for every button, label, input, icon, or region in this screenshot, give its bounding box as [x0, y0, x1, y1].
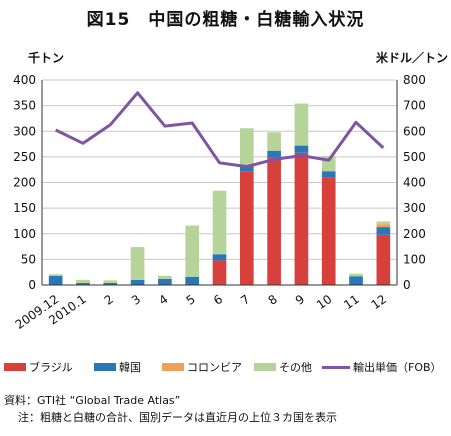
bar-3-5 — [185, 225, 200, 277]
bar-3-3 — [130, 247, 145, 280]
legend-label-colombia: コロンビア — [187, 361, 242, 374]
legend-item-fob: 輸出単価（FOB） — [322, 359, 442, 375]
chart-title: 図15 中国の粗糖・白糖輸入状況 — [86, 10, 365, 30]
footnote: 注：粗糖と白糖の合計、国別データは直近月の上位３カ国を表示 — [18, 411, 337, 424]
x-tick-2: 2 — [102, 292, 116, 308]
x-tick-3: 3 — [129, 292, 143, 308]
x-tick-5: 5 — [184, 292, 198, 308]
left-tick-3: 150 — [13, 201, 36, 215]
legend-label-other: その他 — [279, 361, 312, 374]
left-tick-2: 100 — [13, 227, 36, 241]
bar-1-7 — [239, 165, 254, 172]
axes — [41, 80, 398, 286]
bar-0-10 — [321, 177, 336, 285]
legend-label-fob: 輸出単価（FOB） — [353, 361, 442, 374]
left-tick-0: 0 — [28, 278, 36, 292]
right-tick-3: 300 — [403, 201, 426, 215]
price-line — [55, 91, 385, 169]
x-tick-4: 4 — [156, 292, 170, 308]
legend: ブラジル 韓国 コロンビア その他 輸出単価（FOB） — [4, 359, 451, 377]
bar-1-0 — [48, 275, 63, 285]
left-tick-1: 50 — [21, 252, 36, 266]
legend-swatch-fob — [322, 365, 350, 369]
bar-3-4 — [158, 275, 172, 279]
bar-1-10 — [321, 171, 336, 178]
right-tick-0: 0 — [403, 278, 411, 292]
bar-2-12 — [376, 224, 391, 228]
bar-1-3 — [130, 279, 145, 285]
left-tick-4: 200 — [13, 176, 36, 190]
left-tick-8: 400 — [13, 73, 36, 87]
right-tick-1: 100 — [403, 252, 426, 266]
legend-label-korea: 韓国 — [119, 361, 141, 374]
x-tick-7: 7 — [238, 292, 252, 308]
bar-3-12 — [376, 221, 391, 225]
x-tick-11: 11 — [341, 292, 362, 312]
legend-item-other: その他 — [254, 359, 312, 375]
x-tick-9: 9 — [293, 292, 307, 308]
legend-item-brazil: ブラジル — [4, 359, 73, 375]
bar-0-7 — [239, 171, 254, 285]
right-tick-8: 800 — [403, 73, 426, 87]
left-tick-6: 300 — [13, 124, 36, 138]
legend-swatch-brazil — [4, 363, 26, 371]
right-tick-labels: 0 100 200 300 400 500 600 700 800 — [403, 73, 426, 292]
bar-3-11 — [349, 273, 363, 277]
bar-1-5 — [185, 276, 200, 285]
price-polyline — [55, 91, 385, 169]
right-tick-7: 700 — [403, 99, 426, 113]
bar-3-1 — [76, 279, 90, 283]
left-tick-7: 350 — [13, 99, 36, 113]
right-axis-unit: 米ドル／トン — [376, 50, 448, 65]
x-tick-6: 6 — [211, 292, 225, 308]
bars — [48, 103, 391, 285]
left-tick-labels: 0 50 100 150 200 250 300 350 400 — [13, 73, 36, 292]
right-tick-6: 600 — [403, 124, 426, 138]
x-tick-8: 8 — [266, 292, 280, 308]
bar-0-9 — [294, 152, 309, 285]
legend-swatch-colombia — [162, 363, 184, 371]
left-axis-unit: 千トン — [28, 50, 64, 65]
source-note: 資料：GTI社 “Global Trade Atlas” — [4, 394, 181, 407]
right-tick-4: 400 — [403, 176, 426, 190]
left-tick-5: 250 — [13, 150, 36, 164]
bar-1-8 — [267, 150, 281, 158]
legend-item-korea: 韓国 — [94, 359, 141, 375]
x-tick-12: 12 — [369, 292, 390, 312]
bar-0-8 — [267, 157, 281, 285]
bar-3-2 — [103, 280, 118, 283]
legend-swatch-korea — [94, 363, 116, 371]
bar-3-0 — [48, 274, 63, 276]
legend-item-colombia: コロンビア — [162, 359, 242, 375]
legend-label-brazil: ブラジル — [29, 361, 73, 374]
bar-1-2 — [103, 282, 118, 285]
bar-1-4 — [158, 278, 172, 285]
bar-0-6 — [212, 260, 227, 285]
bar-3-9 — [294, 103, 309, 146]
notes: 資料：GTI社 “Global Trade Atlas” 注：粗糖と白糖の合計、… — [4, 392, 337, 426]
bar-3-6 — [212, 190, 227, 255]
right-tick-2: 200 — [403, 227, 426, 241]
legend-swatch-other — [254, 363, 276, 371]
bar-0-12 — [376, 234, 391, 285]
bar-1-6 — [212, 254, 227, 261]
bar-3-8 — [267, 132, 281, 151]
bar-1-9 — [294, 145, 309, 153]
bar-3-7 — [239, 128, 254, 166]
x-tick-10: 10 — [314, 292, 335, 312]
right-tick-5: 500 — [403, 150, 426, 164]
bar-1-1 — [76, 282, 90, 285]
bar-1-11 — [349, 276, 363, 285]
bar-1-12 — [376, 227, 391, 235]
